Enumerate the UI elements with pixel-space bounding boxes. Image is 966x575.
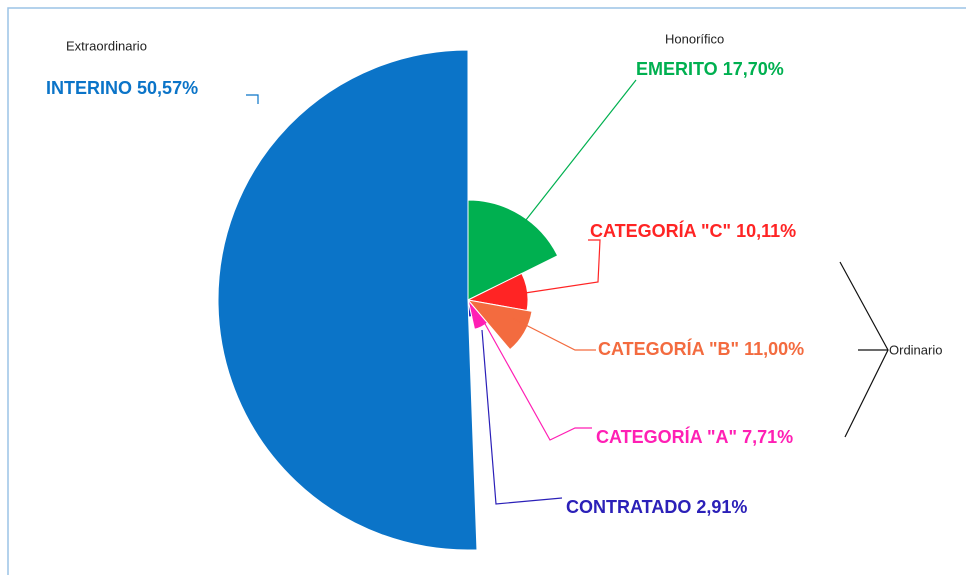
leader-line <box>511 317 596 351</box>
slice-value: 7,71% <box>742 427 793 447</box>
slice-label: CONTRATADO 2,91% <box>566 497 747 517</box>
slice-name: CONTRATADO <box>566 497 691 517</box>
slice-label: CATEGORÍA "A" 7,71% <box>596 426 793 447</box>
slice-name: INTERINO <box>46 78 132 98</box>
slice-value: 2,91% <box>696 497 747 517</box>
slice-name: CATEGORÍA "C" <box>590 220 731 241</box>
slice-name: EMERITO <box>636 59 718 79</box>
leader-line <box>521 79 637 226</box>
slice-label: CATEGORÍA "C" 10,11% <box>590 220 796 241</box>
group-label: Extraordinario <box>66 38 147 53</box>
slice-value: 11,00% <box>744 339 804 359</box>
slice-name: CATEGORÍA "A" <box>596 426 737 447</box>
slice-label: INTERINO 50,57% <box>46 78 198 98</box>
group-label: Ordinario <box>889 342 942 357</box>
leader-line <box>481 329 563 505</box>
leader-line <box>246 94 259 104</box>
slice <box>467 199 559 301</box>
slice-value: 17,70% <box>723 59 784 79</box>
slice-name: CATEGORÍA "B" <box>598 338 739 359</box>
slice <box>217 49 478 551</box>
slice-label: CATEGORÍA "B" 11,00% <box>598 338 804 359</box>
slice-value: 50,57% <box>137 78 198 98</box>
leader-line <box>524 239 601 294</box>
group-label: Honorífico <box>665 31 724 46</box>
slice <box>467 299 489 330</box>
slice-value: 10,11% <box>736 221 796 241</box>
frame <box>7 7 966 575</box>
slice <box>466 299 533 351</box>
slice-label: EMERITO 17,70% <box>636 59 784 79</box>
leader-line <box>483 321 592 441</box>
